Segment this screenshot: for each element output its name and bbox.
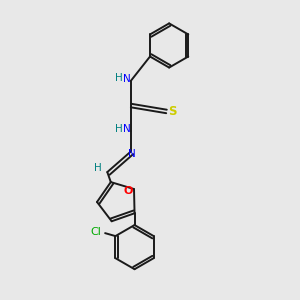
Text: N: N (128, 149, 136, 159)
Text: N: N (124, 74, 131, 84)
Text: N: N (124, 124, 131, 134)
Text: S: S (168, 105, 177, 118)
Text: H: H (115, 74, 122, 83)
Text: O: O (123, 186, 133, 197)
Text: H: H (115, 124, 122, 134)
Text: H: H (94, 163, 102, 173)
Text: Cl: Cl (91, 227, 102, 237)
